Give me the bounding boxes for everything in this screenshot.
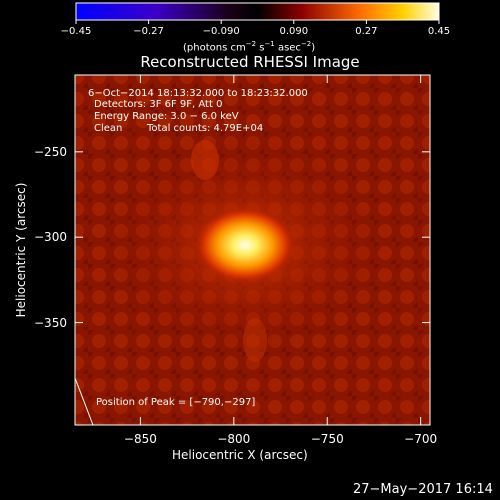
x-axis-label: Heliocentric X (arcsec) — [172, 448, 308, 462]
y-tick-label-0: −250 — [34, 144, 67, 159]
method-text: Clean — [94, 123, 123, 134]
y-tick-label-2: −350 — [34, 315, 67, 330]
axis-ticks — [75, 75, 430, 425]
x-tick-label-3: −700 — [404, 432, 438, 446]
peak-position-text: Position of Peak = [−790,−297] — [96, 397, 256, 408]
chart-title: Reconstructed RHESSI Image — [140, 53, 360, 71]
colorbar-tick-label-3: 0.090 — [279, 26, 309, 37]
energy-range-text: Energy Range: 3.0 − 6.0 keV — [94, 111, 239, 122]
y-axis-label: Heliocentric Y (arcsec) — [14, 182, 28, 318]
colorbar-ticks — [75, 20, 440, 24]
detectors-text: Detectors: 3F 6F 9F, Att 0 — [94, 99, 223, 110]
total-counts-text: Total counts: 4.79E+04 — [147, 123, 264, 134]
x-tick-label-1: −800 — [217, 432, 251, 446]
colorbar-tick-label-1: −0.27 — [133, 26, 164, 37]
colorbar-tick-label-4: 0.27 — [355, 26, 378, 37]
x-tick-label-2: −750 — [310, 432, 344, 446]
colorbar-tick-label-0: −0.45 — [60, 26, 92, 37]
heatmap-image — [75, 75, 430, 425]
plot-frame — [74, 74, 431, 426]
colorbar — [75, 2, 440, 24]
y-tick-label-1: −300 — [34, 230, 67, 245]
colorbar-gradient — [75, 2, 440, 21]
time-range-text: 6−Oct−2014 18:13:32.000 to 18:23:32.000 — [88, 88, 308, 99]
colorbar-tick-label-5: 0.45 — [427, 26, 451, 37]
colorbar-tick-label-2: −0.090 — [202, 26, 240, 37]
colorbar-units: (photons cm−2 s−1 asec−2) — [183, 40, 316, 54]
plot-date: 27−May−2017 16:14 — [353, 482, 493, 497]
x-tick-label-0: −850 — [123, 432, 157, 446]
